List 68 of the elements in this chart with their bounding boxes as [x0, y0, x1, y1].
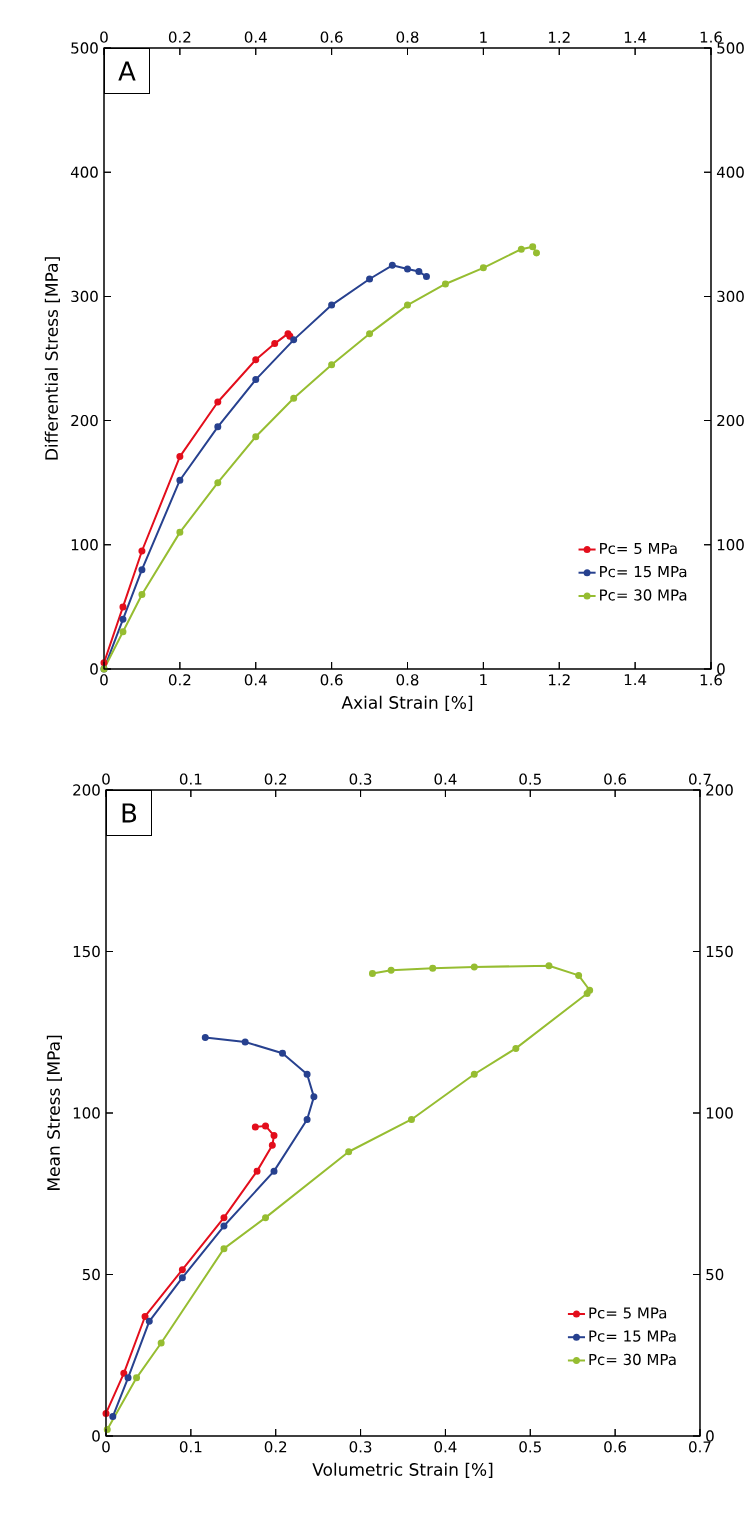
y-axis-title: Differential Stress [MPa]: [44, 257, 60, 460]
legend-label: Pc= 15 MPa: [600, 566, 687, 578]
x2-tick-label: 1.2: [548, 674, 570, 686]
y2-tick-label: 0: [706, 1430, 714, 1442]
x-tick-label: 0.3: [349, 1441, 372, 1453]
y-tick-label: 100: [73, 1107, 100, 1119]
x-tick-label: 0.8: [396, 31, 419, 43]
y-tick-label: 300: [71, 290, 98, 303]
y2-tick-label: 200: [706, 784, 733, 796]
y-tick-label: 50: [82, 1268, 100, 1281]
y-tick-label: 200: [73, 784, 100, 796]
x2-tick-label: 1.4: [624, 674, 647, 686]
y2-tick-label: 0: [717, 663, 725, 675]
y-axis-title: Mean Stress [MPa]: [46, 1035, 62, 1190]
x-tick-label: 0.6: [604, 1441, 627, 1453]
x-tick-label: 0.2: [264, 1441, 287, 1453]
x2-tick-label: 0.8: [396, 674, 419, 686]
x-tick-label: 1.2: [548, 31, 570, 43]
x-tick-label: 1: [480, 31, 487, 43]
x-tick-label: 1.6: [700, 31, 722, 43]
x2-tick-label: 0: [100, 674, 108, 686]
x2-tick-label: 1: [480, 674, 487, 686]
y-tick-label: 0: [90, 663, 98, 675]
x2-tick-label: 0.2: [168, 674, 191, 686]
x-tick-label: 0.5: [519, 1441, 541, 1453]
annotation: B: [122, 803, 137, 823]
legend-label: Pc= 5 MPa: [600, 542, 677, 555]
y2-tick-label: 200: [717, 414, 744, 427]
x-tick-label: 0: [102, 1441, 110, 1453]
x-tick-label: 0.2: [168, 31, 191, 43]
x2-tick-label: 0.6: [320, 674, 343, 686]
x2-tick-label: 0.4: [434, 773, 457, 785]
y2-tick-label: 50: [706, 1268, 724, 1281]
x-tick-label: 0.7: [689, 1441, 711, 1453]
x2-tick-label: 0.3: [349, 773, 372, 785]
x2-tick-label: 0.5: [519, 773, 541, 785]
y2-tick-label: 100: [717, 539, 744, 551]
y2-tick-label: 400: [716, 166, 744, 178]
x-tick-label: 0.6: [320, 31, 343, 43]
y-tick-label: 0: [92, 1430, 100, 1442]
y2-tick-label: 500: [717, 42, 744, 54]
x-tick-label: 0.1: [179, 1441, 202, 1453]
x-tick-label: 0: [100, 31, 108, 43]
legend-label: Pc= 15 MPa: [589, 1330, 676, 1342]
x-tick-label: 1.4: [624, 31, 647, 43]
x2-tick-label: 0.2: [264, 773, 287, 785]
y-tick-label: 400: [70, 166, 98, 178]
y-tick-label: 100: [71, 539, 98, 551]
legend-label: Pc= 30 MPa: [600, 589, 687, 601]
x-axis-title: Volumetric Strain [%]: [312, 1462, 493, 1478]
x2-tick-label: 0.4: [244, 674, 267, 686]
y-tick-label: 500: [71, 42, 98, 54]
y2-tick-label: 300: [717, 290, 744, 303]
y-tick-label: 150: [73, 945, 100, 958]
annotation: A: [118, 61, 136, 81]
y-tick-label: 200: [71, 414, 98, 427]
x-tick-label: 0.4: [244, 31, 267, 43]
x2-tick-label: 0.7: [689, 773, 711, 785]
x2-tick-label: 1.6: [700, 674, 722, 686]
legend-label: Pc= 5 MPa: [589, 1307, 667, 1319]
y2-tick-label: 150: [706, 945, 733, 958]
legend-label: Pc= 30 MPa: [589, 1353, 676, 1366]
x2-tick-label: 0: [102, 773, 110, 785]
x2-tick-label: 0.1: [179, 773, 202, 785]
x2-tick-label: 0.6: [604, 773, 627, 785]
x-tick-label: 0.4: [434, 1441, 457, 1453]
x-axis-title: Axial Strain [%]: [341, 695, 473, 711]
y2-tick-label: 100: [706, 1107, 733, 1119]
